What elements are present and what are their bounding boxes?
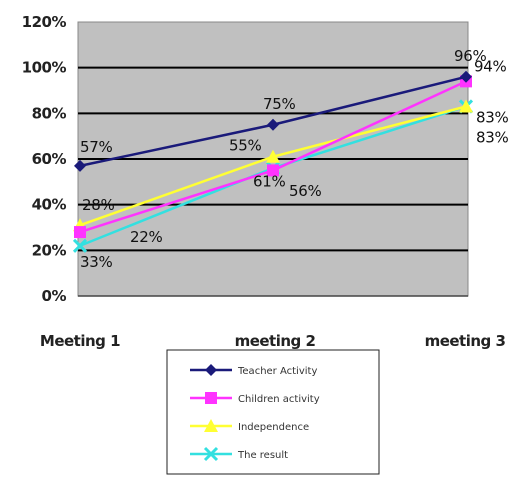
legend-swatch-marker [204,419,218,432]
data-point [267,164,279,177]
data-point [266,149,280,163]
data-label: 96% [454,47,486,65]
legend-item: Children activity [190,392,320,405]
legend-swatch-marker [205,392,217,404]
y-tick-label: 120% [22,13,67,31]
data-point [74,226,86,239]
data-point [74,159,86,172]
y-tick-label: 80% [32,104,67,122]
data-point [460,70,472,83]
data-label: 94% [474,57,506,75]
x-axis-ticks: Meeting 1 meeting 2 meeting 3 [40,332,506,350]
legend-item: Teacher Activity [190,364,317,377]
data-label: 55% [229,136,261,154]
legend-label: Children activity [238,394,320,405]
legend-item: Independence [190,419,309,433]
gridlines [78,66,468,297]
y-tick-label: 40% [32,196,67,214]
y-tick-label: 0% [42,287,67,305]
series-teacher-activity [74,70,472,172]
y-tick-label: 20% [32,241,67,259]
data-point [459,99,473,113]
y-tick-label: 100% [22,59,67,77]
legend-item: The result [190,446,288,462]
data-point [267,118,279,131]
legend-swatch-marker [205,364,217,376]
data-label: 22% [130,228,162,246]
legend-label: Independence [238,422,309,433]
data-label: 75% [263,95,295,113]
data-point [72,238,88,253]
data-label: 83% [476,108,508,126]
series-group [72,70,474,253]
legend-label: The result [237,450,288,461]
data-label: 61% [253,173,285,191]
legend: Teacher Activity Children activity Indepen… [166,349,380,475]
x-tick-label: meeting 3 [425,332,506,350]
data-label: 56% [289,182,321,200]
data-label: 83% [476,128,508,146]
data-label: 57% [80,138,112,156]
legend-label: Teacher Activity [237,366,317,377]
data-label: 28% [82,196,114,214]
x-tick-label: Meeting 1 [40,332,120,350]
x-tick-label: meeting 2 [235,332,316,350]
y-axis-ticks: 0% 20% 40% 60% 80% 100% 120% [22,13,67,305]
y-tick-label: 60% [32,150,67,168]
data-label: 33% [80,253,112,271]
data-labels: 57% 75% 96% 28% 55% 94% 33% 61% 83% 22% 56% 83% [80,47,508,271]
legend-swatch-marker [203,446,219,462]
